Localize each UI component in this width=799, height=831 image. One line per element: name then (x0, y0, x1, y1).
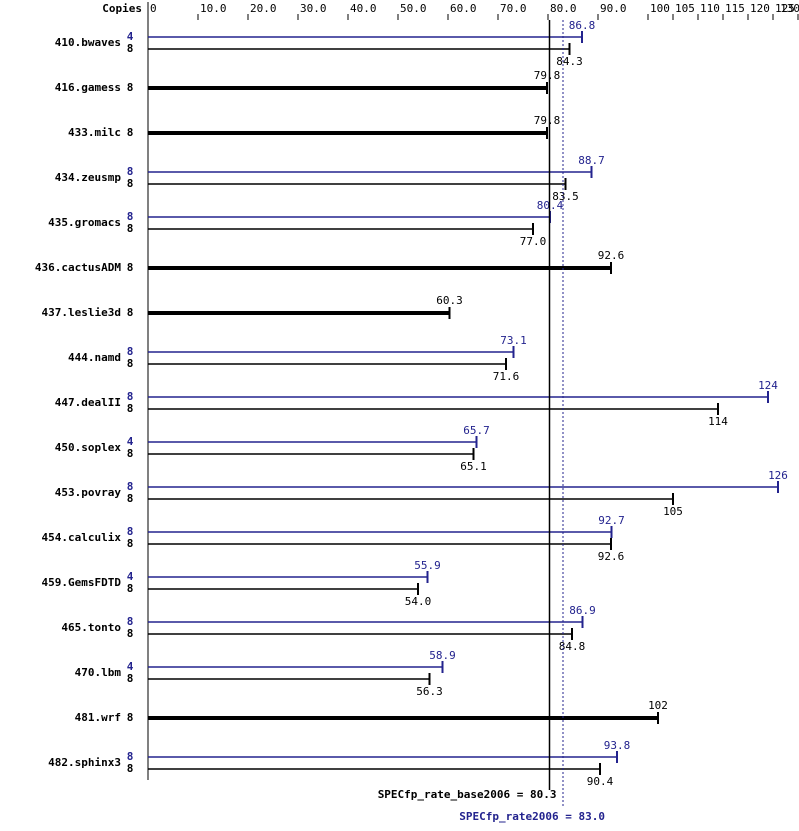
copies: 8 (127, 357, 134, 370)
copies: 8 (127, 627, 134, 640)
value-label: 86.9 (569, 604, 596, 617)
benchmark-name: 450.soplex (55, 441, 122, 454)
benchmark-name: 482.sphinx3 (48, 756, 121, 769)
value-label: 77.0 (520, 235, 547, 248)
value-label: 71.6 (493, 370, 520, 383)
copies: 8 (127, 672, 134, 685)
benchmark-name: 470.lbm (75, 666, 122, 679)
copies: 8 (127, 537, 134, 550)
benchmark-name: 447.dealII (55, 396, 121, 409)
x-tick-label: 100 (650, 2, 670, 15)
copies: 8 (127, 582, 134, 595)
x-tick-label: 120 (750, 2, 770, 15)
copies: 4 (127, 435, 134, 448)
copies: 8 (127, 306, 134, 319)
value-label: 56.3 (416, 685, 443, 698)
x-tick-label: 30.0 (300, 2, 327, 15)
copies: 8 (127, 492, 134, 505)
x-tick-label: 70.0 (500, 2, 527, 15)
copies: 8 (127, 447, 134, 460)
value-label: 102 (648, 699, 668, 712)
value-label: 114 (708, 415, 728, 428)
value-label: 79.8 (534, 69, 561, 82)
copies: 8 (127, 261, 134, 274)
value-label: 88.7 (578, 154, 605, 167)
copies: 8 (127, 345, 134, 358)
benchmark-name: 481.wrf (75, 711, 121, 724)
value-label: 79.8 (534, 114, 561, 127)
copies: 8 (127, 525, 134, 538)
copies: 8 (127, 165, 134, 178)
value-label: 126 (768, 469, 788, 482)
copies: 8 (127, 750, 134, 763)
benchmark-name: 459.GemsFDTD (42, 576, 122, 589)
x-tick-label: 0 (150, 2, 157, 15)
value-label: 92.6 (598, 550, 625, 563)
x-tick-label: 20.0 (250, 2, 277, 15)
benchmark-name: 454.calculix (42, 531, 122, 544)
x-tick-label: 130 (780, 2, 799, 15)
copies: 8 (127, 222, 134, 235)
copies: 8 (127, 210, 134, 223)
x-tick-label: 90.0 (600, 2, 627, 15)
x-tick-label: 50.0 (400, 2, 427, 15)
value-label: 55.9 (414, 559, 441, 572)
benchmark-name: 434.zeusmp (55, 171, 122, 184)
x-tick-label: 60.0 (450, 2, 477, 15)
value-label: 65.7 (463, 424, 490, 437)
value-label: 84.8 (559, 640, 586, 653)
benchmark-name: 433.milc (68, 126, 121, 139)
copies: 8 (127, 177, 134, 190)
x-tick-label: 110 (700, 2, 720, 15)
value-label: 105 (663, 505, 683, 518)
copies: 4 (127, 660, 134, 673)
x-tick-label: 80.0 (550, 2, 577, 15)
copies: 8 (127, 42, 134, 55)
value-label: 73.1 (500, 334, 527, 347)
value-label: 83.5 (552, 190, 579, 203)
value-label: 90.4 (587, 775, 614, 788)
value-label: 60.3 (436, 294, 463, 307)
benchmark-name: 453.povray (55, 486, 122, 499)
copies: 8 (127, 402, 134, 415)
copies: 8 (127, 81, 134, 94)
copies: 8 (127, 126, 134, 139)
copies: 8 (127, 480, 134, 493)
benchmark-name: 465.tonto (61, 621, 121, 634)
benchmark-name: 437.leslie3d (42, 306, 121, 319)
benchmark-name: 416.gamess (55, 81, 121, 94)
benchmark-name: 410.bwaves (55, 36, 121, 49)
value-label: 54.0 (405, 595, 432, 608)
peak-score-label: SPECfp_rate2006 = 83.0 (459, 810, 605, 823)
x-tick-label: 125 (775, 2, 795, 15)
benchmark-name: 436.cactusADM (35, 261, 121, 274)
value-label: 65.1 (460, 460, 487, 473)
value-label: 84.3 (556, 55, 583, 68)
copies: 8 (127, 390, 134, 403)
x-tick-label: 105 (675, 2, 695, 15)
copies: 4 (127, 570, 134, 583)
value-label: 124 (758, 379, 778, 392)
x-tick-label: 10.0 (200, 2, 227, 15)
base-score-label: SPECfp_rate_base2006 = 80.3 (378, 788, 557, 801)
copies: 4 (127, 30, 134, 43)
copies-header: Copies (102, 2, 142, 15)
benchmark-name: 444.namd (68, 351, 121, 364)
x-tick-label: 40.0 (350, 2, 377, 15)
copies: 8 (127, 615, 134, 628)
copies: 8 (127, 762, 134, 775)
copies: 8 (127, 711, 134, 724)
value-label: 92.7 (598, 514, 625, 527)
value-label: 58.9 (429, 649, 456, 662)
value-label: 92.6 (598, 249, 625, 262)
value-label: 93.8 (604, 739, 631, 752)
x-tick-label: 115 (725, 2, 745, 15)
value-label: 86.8 (569, 19, 596, 32)
benchmark-name: 435.gromacs (48, 216, 121, 229)
